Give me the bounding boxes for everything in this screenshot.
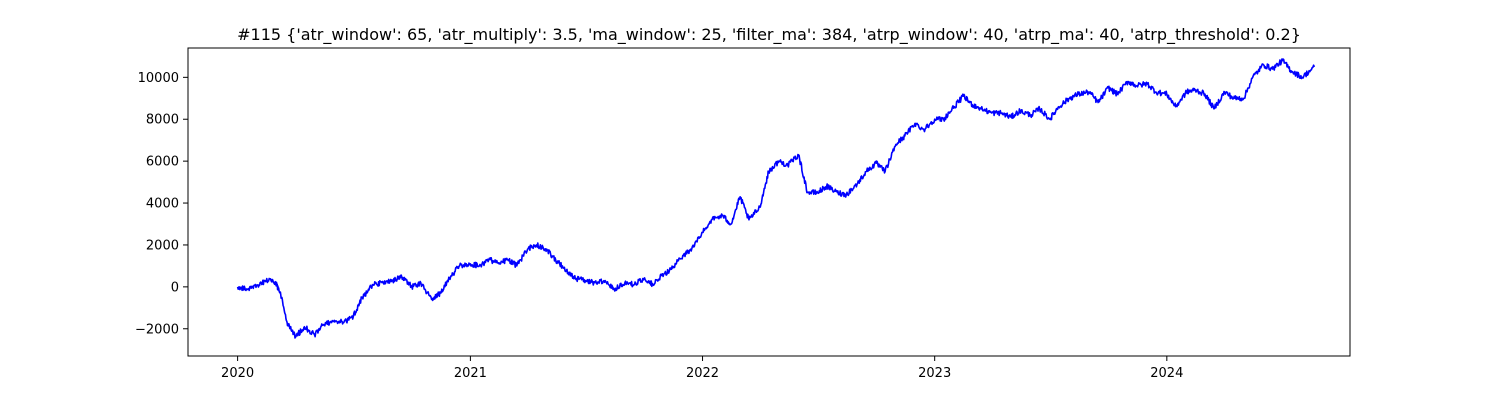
plot-area-frame <box>187 47 1351 357</box>
x-tick-label: 2022 <box>686 366 719 381</box>
y-tick-label: 0 <box>171 280 179 295</box>
y-tick-label: 10000 <box>138 71 179 86</box>
y-tick-label: −2000 <box>135 322 179 337</box>
x-tick-label: 2021 <box>454 366 487 381</box>
y-tick-label: 8000 <box>146 113 179 128</box>
y-axis: −2000 0 2000 4000 6000 8000 10000 <box>135 71 188 337</box>
x-axis: 2020 2021 2022 2023 2024 <box>221 356 1183 381</box>
x-tick-label: 2020 <box>221 366 254 381</box>
y-tick-label: 6000 <box>146 155 179 170</box>
chart-title: #115 {'atr_window': 65, 'atr_multiply': … <box>237 25 1301 45</box>
y-tick-label: 2000 <box>146 238 179 253</box>
x-tick-label: 2023 <box>918 366 951 381</box>
equity-curve-line <box>236 58 1316 339</box>
x-tick-label: 2024 <box>1150 366 1183 381</box>
y-tick-label: 4000 <box>146 197 179 212</box>
